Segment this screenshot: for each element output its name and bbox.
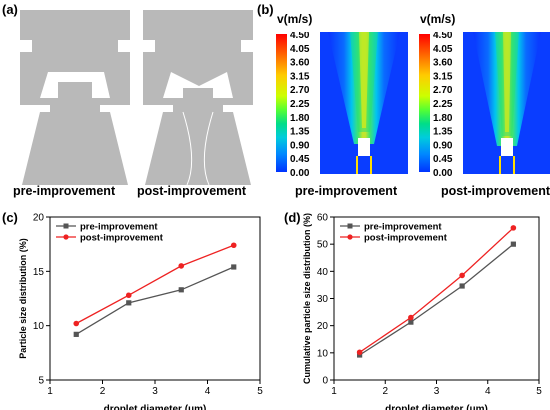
chart-c-x-tick-label: 2 bbox=[100, 386, 106, 397]
chart-c-legend-label: post-improvement bbox=[80, 233, 164, 244]
unit-label-right: v(m/s) bbox=[420, 12, 456, 26]
chart-c-y-tick-label: 5 bbox=[38, 376, 44, 387]
chart-c-x-tick-label: 4 bbox=[205, 386, 211, 397]
nozzle-pre-improvement-image bbox=[20, 10, 130, 185]
caption-b-pre-improvement: pre-improvement bbox=[295, 184, 398, 198]
cfd-velocity-field-post-improvement bbox=[463, 32, 550, 174]
chart-d-y-tick-label: 20 bbox=[317, 321, 329, 332]
chart-c-particle-size-distribution: 1 2 3 4 5 5 10 15 20 droplet diameter (μm) Particl… bbox=[18, 213, 263, 410]
colorbar-tick-label: 3.15 bbox=[433, 71, 453, 82]
unit-label-left: v(m/s) bbox=[277, 12, 313, 26]
chart-c-x-tick-label: 1 bbox=[47, 386, 53, 397]
chart-c-x-tick-label: 3 bbox=[152, 386, 158, 397]
chart-c-data-point bbox=[178, 263, 185, 269]
chart-c-data-point bbox=[230, 242, 237, 249]
colorbar-tick-label: 4.50 bbox=[433, 32, 453, 41]
chart-c-x-tick-label: 5 bbox=[257, 386, 263, 397]
colorbar-tick-label: 1.35 bbox=[290, 127, 310, 138]
colorbar-tick-label: 0.45 bbox=[433, 154, 453, 165]
colorbar-tick-label: 2.70 bbox=[290, 85, 310, 96]
colorbar-tick-label: 3.60 bbox=[433, 58, 453, 69]
caption-a-post-improvement: post-improvement bbox=[137, 184, 247, 198]
chart-c-legend-label: pre-improvement bbox=[80, 222, 158, 233]
chart-d-y-tick-label: 30 bbox=[317, 294, 329, 305]
chart-d-x-tick-label: 2 bbox=[382, 386, 388, 397]
chart-d-series-line-2 bbox=[359, 227, 514, 353]
colorbar-tick-label: 1.35 bbox=[433, 127, 453, 138]
chart-d-data-point bbox=[510, 225, 517, 231]
chart-d-y-tick-label: 60 bbox=[317, 213, 329, 224]
chart-d-x-tick-label: 4 bbox=[485, 386, 491, 397]
colorbar-tick-label: 0.90 bbox=[290, 140, 310, 151]
chart-d-y-tick-label: 40 bbox=[317, 267, 329, 278]
chart-c-data-point bbox=[178, 287, 184, 293]
chart-c-y-tick-label: 15 bbox=[33, 267, 45, 278]
chart-c-y-tick-label: 10 bbox=[33, 321, 45, 332]
chart-c-x-axis-label: droplet diameter (μm) bbox=[104, 404, 207, 410]
colorbar-tick-label: 0.00 bbox=[433, 168, 453, 179]
chart-d-series-line-1 bbox=[359, 243, 514, 356]
nozzle-post-improvement-image bbox=[143, 10, 253, 185]
colorbar-left: 4.50 4.05 3.60 3.15 2.70 2.25 1.80 1.35 0.90 0.45… bbox=[276, 32, 310, 179]
colorbar-tick-label: 1.80 bbox=[290, 113, 310, 124]
chart-c-series-line-2 bbox=[75, 244, 234, 325]
chart-d-y-axis-label: Cumulative particle size distribution (%… bbox=[302, 213, 312, 384]
chart-c-data-point bbox=[231, 264, 237, 270]
chart-d-legend-marker bbox=[347, 234, 353, 240]
cfd-velocity-field-pre-improvement bbox=[320, 32, 408, 174]
colorbar-tick-label: 0.45 bbox=[290, 154, 310, 165]
colorbar-tick-label: 1.80 bbox=[433, 113, 453, 124]
chart-d-y-tick-label: 10 bbox=[317, 348, 329, 359]
chart-d-data-point bbox=[408, 314, 414, 321]
chart-d-y-tick-label: 50 bbox=[317, 240, 329, 251]
panel-label-c: (c) bbox=[2, 210, 18, 225]
chart-c-data-point bbox=[73, 331, 79, 337]
chart-d-x-tick-label: 1 bbox=[331, 386, 337, 397]
chart-c-y-axis-label: Particle size distribution (%) bbox=[18, 238, 28, 359]
colorbar-tick-label: 3.15 bbox=[290, 71, 310, 82]
colorbar-tick-label: 0.90 bbox=[433, 140, 453, 151]
chart-d-x-tick-label: 3 bbox=[434, 386, 440, 397]
chart-c-data-point bbox=[73, 320, 80, 327]
panel-label-b: (b) bbox=[257, 2, 274, 17]
caption-b-post-improvement: post-improvement bbox=[441, 184, 550, 198]
chart-d-data-point bbox=[510, 241, 516, 247]
chart-c-legend-marker bbox=[63, 234, 69, 240]
chart-d-legend-label: pre-improvement bbox=[364, 222, 442, 233]
colorbar-tick-label: 4.50 bbox=[290, 32, 310, 41]
colorbar-tick-label: 2.70 bbox=[433, 85, 453, 96]
panel-label-d: (d) bbox=[284, 210, 301, 225]
chart-d-legend-marker bbox=[347, 223, 353, 229]
colorbar-tick-label: 2.25 bbox=[290, 99, 310, 110]
chart-c-series-line-1 bbox=[75, 266, 235, 335]
chart-d-x-axis-label: droplet diameter (μm) bbox=[385, 404, 488, 410]
chart-d-data-point bbox=[356, 349, 363, 356]
colorbar-tick-label: 2.25 bbox=[433, 99, 453, 110]
colorbar-tick-label: 4.05 bbox=[290, 44, 310, 55]
colorbar-tick-label: 3.60 bbox=[290, 58, 310, 69]
chart-d-data-point bbox=[408, 319, 414, 325]
colorbar-right: 4.50 4.05 3.60 3.15 2.70 2.25 1.80 1.35 0.90 0.45… bbox=[419, 32, 453, 179]
caption-a-pre-improvement: pre-improvement bbox=[13, 184, 116, 198]
colorbar-tick-label: 4.05 bbox=[433, 44, 453, 55]
chart-d-data-point bbox=[459, 283, 465, 289]
colorbar-tick-label: 0.00 bbox=[290, 168, 310, 179]
panel-label-a: (a) bbox=[2, 2, 18, 17]
chart-d-legend-label: post-improvement bbox=[364, 233, 448, 244]
chart-c-data-point bbox=[125, 292, 132, 299]
chart-c-legend-marker bbox=[63, 223, 69, 229]
chart-c-data-point bbox=[126, 300, 132, 306]
chart-d-y-tick-label: 0 bbox=[322, 376, 328, 387]
chart-d-data-point bbox=[459, 272, 465, 279]
chart-d-x-tick-label: 5 bbox=[536, 386, 542, 397]
chart-c-y-tick-label: 20 bbox=[33, 213, 45, 224]
